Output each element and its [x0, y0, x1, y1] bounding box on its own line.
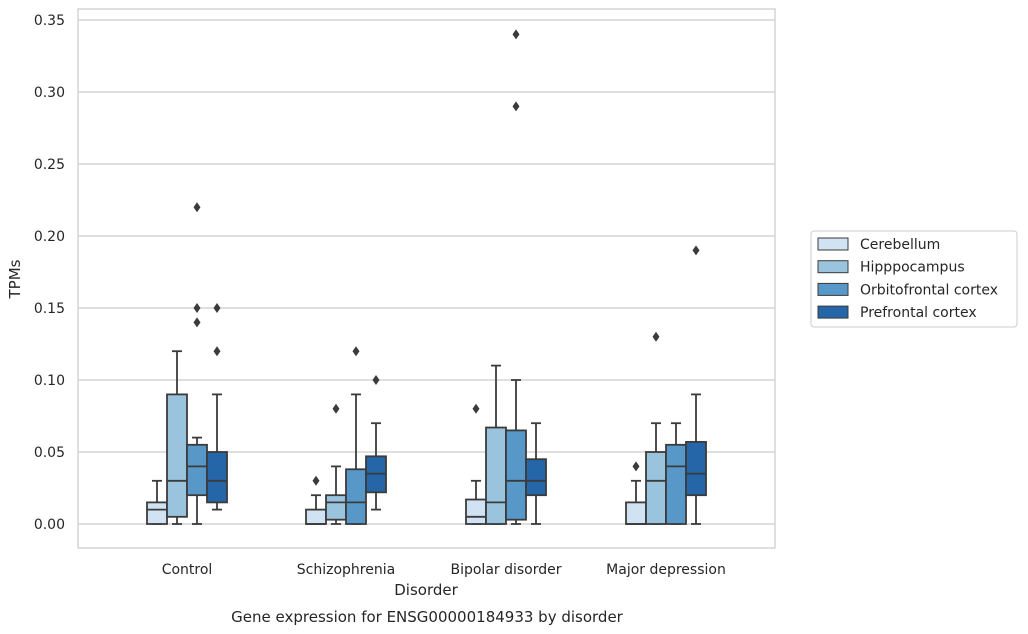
- y-tick-label: 0.35: [34, 13, 65, 29]
- box: [465, 498, 487, 525]
- legend-swatch: [817, 237, 849, 251]
- outlier-point: [372, 375, 380, 385]
- box-group: [186, 202, 208, 525]
- x-tick-label: Major depression: [606, 562, 726, 578]
- box: [146, 501, 168, 525]
- box-group: [525, 422, 547, 525]
- box: [505, 429, 527, 521]
- box: [325, 494, 347, 521]
- legend: Cerebellum Hipppocampus Orbitofrontal cort…: [810, 230, 1018, 328]
- y-tick-label: 0.30: [34, 85, 65, 101]
- legend-label: Hipppocampus: [860, 260, 965, 276]
- box-group: [465, 403, 487, 525]
- x-tick-label: Bipolar disorder: [450, 562, 561, 578]
- outlier-point: [193, 202, 201, 213]
- y-axis-label: TPMs: [6, 259, 24, 299]
- x-tick-label: Control: [162, 562, 213, 578]
- box-group: [485, 364, 507, 525]
- legend-label: Orbitofrontal cortex: [860, 282, 998, 298]
- y-tick-label: 0.20: [34, 229, 65, 245]
- box-group: [146, 479, 168, 525]
- y-axis-ticks: 0.00 0.05 0.10 0.15 0.20 0.25 0.30 0.35: [34, 13, 65, 533]
- outlier-point: [213, 346, 221, 357]
- box-plot-area: [146, 29, 707, 525]
- box-group: [345, 346, 367, 525]
- box: [166, 393, 188, 518]
- box-group: [685, 245, 707, 525]
- chart-caption: Gene expression for ENSG00000184933 by d…: [231, 608, 624, 626]
- box: [685, 441, 707, 497]
- box-group: [625, 461, 647, 525]
- box-group: [645, 331, 667, 525]
- y-tick-label: 0.00: [34, 517, 65, 533]
- plot-frame: [77, 8, 776, 549]
- box: [206, 451, 228, 504]
- outlier-point: [692, 245, 700, 256]
- legend-swatch: [817, 305, 849, 319]
- box-group: [166, 350, 188, 525]
- box: [485, 426, 507, 525]
- y-tick-label: 0.10: [34, 373, 65, 389]
- legend-label: Prefrontal cortex: [860, 305, 977, 321]
- x-axis-ticks: Control Schizophrenia Bipolar disorder Majo…: [162, 562, 726, 578]
- box-group: [305, 475, 327, 525]
- box-group: [325, 403, 347, 525]
- outlier-point: [312, 475, 320, 486]
- box-group: [206, 303, 228, 511]
- outlier-point: [512, 101, 520, 112]
- x-tick-label: Schizophrenia: [297, 562, 395, 578]
- outlier-point: [213, 303, 221, 313]
- box: [645, 451, 667, 525]
- y-tick-label: 0.05: [34, 445, 65, 461]
- y-tick-label: 0.15: [34, 301, 65, 317]
- box: [305, 508, 327, 525]
- outlier-point: [472, 403, 480, 414]
- legend-swatch: [817, 282, 849, 296]
- outlier-point: [193, 303, 201, 313]
- box-group: [665, 422, 687, 525]
- legend-label: Cerebellum: [860, 237, 940, 253]
- outlier-point: [632, 461, 640, 472]
- outlier-point: [193, 317, 201, 328]
- box: [186, 443, 208, 497]
- box: [665, 443, 687, 525]
- y-tick-label: 0.25: [34, 157, 65, 173]
- outlier-point: [512, 29, 520, 40]
- legend-swatch: [817, 260, 849, 274]
- legend-frame: [810, 230, 1018, 328]
- box: [625, 501, 647, 525]
- outlier-point: [332, 403, 340, 414]
- box-group: [365, 375, 387, 511]
- box-group: [505, 29, 527, 525]
- x-axis-label: Disorder: [394, 581, 458, 599]
- outlier-point: [652, 331, 660, 342]
- box: [525, 458, 547, 497]
- box: [345, 468, 367, 525]
- outlier-point: [352, 346, 360, 357]
